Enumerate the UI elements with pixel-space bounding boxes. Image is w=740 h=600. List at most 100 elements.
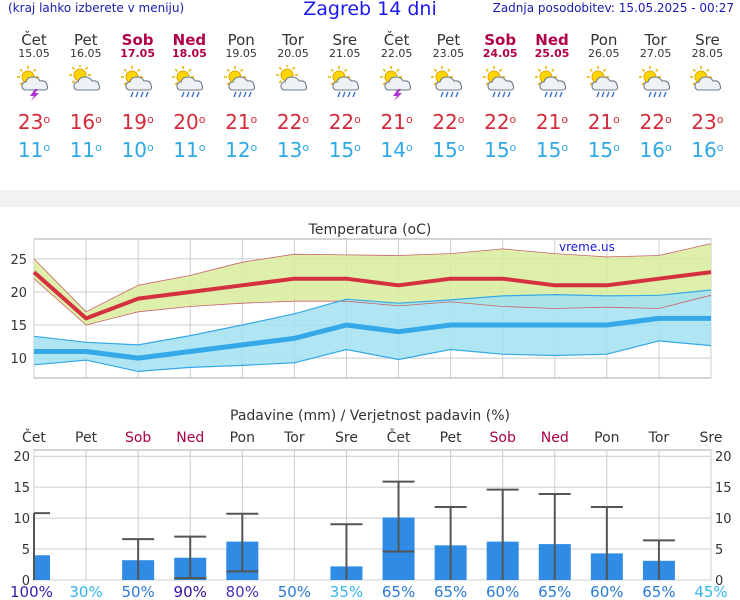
max-temperature: 22o	[432, 110, 465, 134]
min-temperature: 11o	[69, 138, 102, 162]
day-column: Čet 22.05 21o 14o	[371, 32, 423, 161]
x-day-label: Čet	[22, 428, 46, 446]
x-day-label: Ned	[541, 430, 569, 446]
y-tick-label: 15	[10, 319, 27, 334]
max-temperature: 16o	[69, 110, 102, 134]
sun-cloud-rain-icon	[327, 66, 359, 98]
daily-forecast-strip: Čet 15.05 23o 11o Pet 16.05 16o 11o Sob 17.05 19o 1…	[0, 32, 740, 172]
day-column: Sob 24.05 22o 15o	[474, 32, 526, 161]
min-temperature: 16o	[691, 138, 724, 162]
day-column: Sre 28.05 23o 16o	[681, 32, 733, 161]
day-name: Sob	[121, 31, 154, 49]
y-tick-label-left: 0	[22, 574, 30, 589]
day-column: Pon 26.05 21o 15o	[578, 32, 630, 161]
day-name: Ned	[535, 31, 569, 49]
sun-cloud-rain-icon	[431, 66, 463, 98]
probability-label: 65%	[642, 583, 675, 600]
watermark: vreme.us	[559, 240, 615, 254]
day-date: 22.05	[380, 47, 413, 60]
day-name: Tor	[282, 31, 304, 49]
day-date: 18.05	[171, 47, 207, 60]
y-tick-label-right: 5	[715, 543, 723, 558]
min-temperature: 15o	[484, 138, 517, 162]
day-column: Tor 27.05 22o 16o	[630, 32, 682, 161]
sun-cloud-storm-icon	[17, 66, 49, 101]
sun-cloud-rain-icon	[120, 66, 152, 98]
day-name: Sre	[332, 31, 358, 49]
x-day-label: Pon	[230, 430, 255, 446]
precipitation-chart-title: Padavine (mm) / Verjetnost padavin (%)	[230, 408, 510, 424]
sun-cloud-icon	[690, 66, 722, 91]
max-temperature: 21o	[535, 110, 569, 134]
min-temperature: 13o	[276, 138, 310, 162]
sun-cloud-rain-icon	[224, 66, 256, 98]
y-tick-label-right: 20	[715, 450, 732, 465]
probability-label: 50%	[121, 583, 154, 600]
min-temperature: 15o	[328, 138, 361, 162]
day-column: Tor 20.05 22o 13o	[267, 32, 319, 161]
probability-label: 45%	[694, 583, 727, 600]
day-name: Ned	[172, 31, 207, 49]
min-temperature: 11o	[17, 138, 51, 162]
y-tick-label-left: 15	[13, 481, 30, 496]
probability-label: 100%	[10, 583, 53, 600]
max-temperature: 22o	[484, 110, 517, 134]
header: (kraj lahko izberete v meniju) Zagreb 14…	[0, 0, 740, 22]
day-name: Čet	[21, 31, 47, 49]
y-tick-label-left: 5	[22, 543, 30, 558]
x-day-label: Tor	[648, 430, 670, 446]
min-temperature: 15o	[587, 138, 620, 162]
day-date: 20.05	[277, 47, 309, 60]
day-name: Pon	[227, 31, 255, 49]
min-temperature: 15o	[432, 138, 465, 162]
x-day-label: Sre	[335, 430, 358, 446]
day-name: Sob	[484, 31, 517, 49]
x-day-label: Čet	[387, 428, 411, 446]
min-temperature: 14o	[380, 138, 413, 162]
probability-label: 90%	[174, 583, 207, 600]
x-day-label: Ned	[176, 430, 204, 446]
x-day-label: Pet	[75, 430, 98, 446]
day-column: Čet 15.05 23o 11o	[8, 32, 60, 161]
last-update: Zadnja posodobitev: 15.05.2025 - 00:27	[492, 1, 734, 15]
day-column: Ned 18.05 20o 11o	[163, 32, 215, 161]
probability-label: 50%	[278, 583, 311, 600]
probability-label: 65%	[382, 583, 415, 600]
day-column: Sob 17.05 19o 10o	[112, 32, 164, 161]
sun-cloud-rain-icon	[172, 66, 204, 98]
max-temperature: 23o	[691, 110, 724, 134]
probability-label: 65%	[538, 583, 571, 600]
day-date: 24.05	[482, 47, 518, 60]
max-temperature-line	[32, 270, 712, 321]
min-temperature: 12o	[225, 138, 258, 162]
day-column: Pon 19.05 21o 12o	[215, 32, 267, 161]
y-tick-label: 25	[10, 253, 27, 268]
day-date: 25.05	[534, 47, 570, 60]
x-day-label: Sre	[700, 430, 723, 446]
sun-cloud-rain-icon	[535, 66, 567, 98]
section-divider	[0, 190, 740, 207]
max-temperature: 22o	[276, 110, 310, 134]
forecast-charts: 10 15 20 25 Temperatura (oC) vreme.us Padavin…	[10, 222, 732, 600]
y-tick-label: 20	[10, 286, 27, 301]
day-name: Tor	[644, 31, 667, 49]
day-date: 15.05	[18, 47, 50, 60]
day-date: 17.05	[120, 47, 155, 60]
temperature-chart-title: Temperatura (oC)	[308, 222, 432, 238]
day-name: Sre	[695, 31, 720, 49]
day-date: 27.05	[639, 47, 672, 60]
min-temperature: 10o	[121, 138, 154, 162]
day-date: 28.05	[691, 47, 724, 60]
day-date: 19.05	[225, 47, 257, 60]
day-name: Pon	[590, 31, 618, 49]
sun-cloud-rain-icon	[638, 66, 670, 98]
max-temperature: 21o	[587, 110, 620, 134]
location-hint[interactable]: (kraj lahko izberete v meniju)	[8, 1, 185, 15]
y-tick-label: 10	[10, 352, 27, 367]
x-day-label: Pon	[594, 430, 619, 446]
day-name: Pet	[73, 31, 98, 49]
min-band-edge	[33, 340, 712, 372]
max-temperature: 22o	[328, 110, 361, 134]
min-temperature: 16o	[639, 138, 672, 162]
day-date: 26.05	[588, 47, 620, 60]
